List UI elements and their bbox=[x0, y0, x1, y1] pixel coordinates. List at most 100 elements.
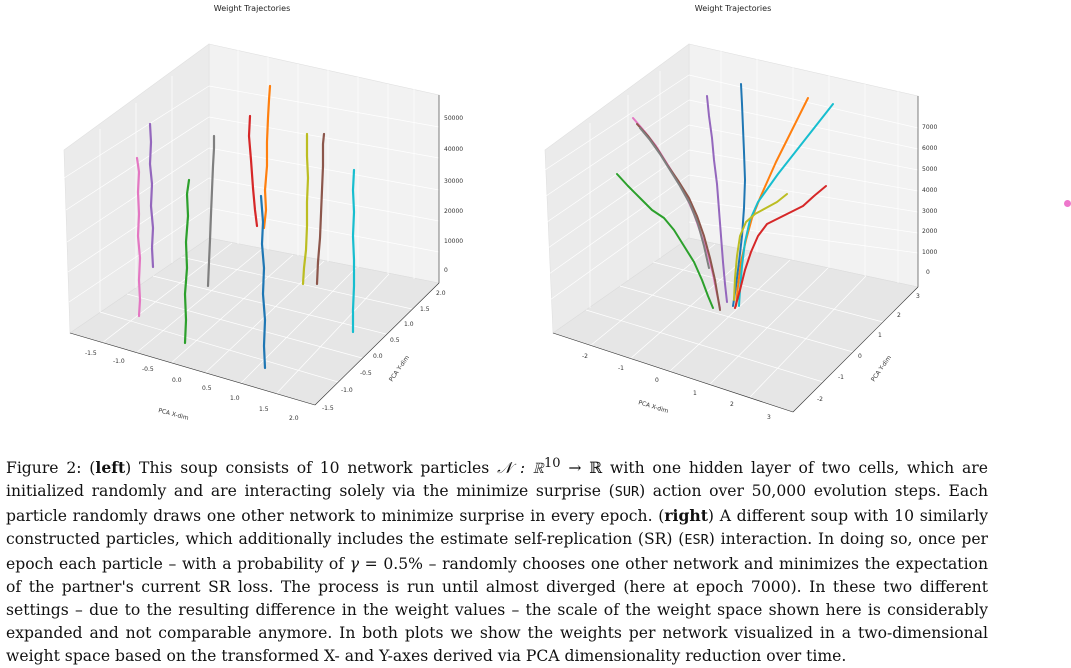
left-y-tick: -1.5 bbox=[322, 405, 334, 412]
right-trajectory-red bbox=[734, 185, 827, 309]
left-plot: Weight Trajectories bbox=[63, 4, 463, 422]
left-y-tick: 0.5 bbox=[390, 337, 400, 344]
figure-caption: Figure 2: (left) This soup consists of 1… bbox=[6, 456, 989, 665]
right-y-tick: 3 bbox=[916, 293, 920, 300]
right-z-tick: 1000 bbox=[922, 249, 937, 256]
right-x-tick: 0 bbox=[655, 377, 659, 384]
left-x-label: PCA X-dim bbox=[157, 407, 189, 422]
left-trajectory-green bbox=[183, 178, 191, 345]
left-y-label: PCA Y-dim bbox=[388, 354, 411, 383]
right-trajectory-green bbox=[616, 173, 714, 309]
left-x-tick: 0.5 bbox=[202, 385, 212, 392]
caption-text: ) A different soup with 10 similarly con… bbox=[6, 507, 988, 549]
caption-left-tag: left bbox=[95, 458, 126, 478]
left-trajectories bbox=[135, 84, 356, 370]
caption-right-tag: right bbox=[664, 506, 708, 526]
pink-marker bbox=[1064, 200, 1071, 207]
caption-esr: ESR bbox=[684, 532, 709, 549]
left-x-axis bbox=[69, 332, 316, 406]
caption-text: with one hidden layer of two cells, whic… bbox=[6, 459, 988, 501]
right-z-tick: 3000 bbox=[922, 208, 937, 215]
figure-2-plots: Weight Trajectories bbox=[63, 4, 937, 422]
caption-gamma: γ bbox=[349, 554, 360, 573]
right-trajectory-purple bbox=[706, 95, 728, 303]
left-y-tick: 2.0 bbox=[436, 290, 446, 297]
right-x-axis bbox=[552, 332, 794, 413]
right-grid bbox=[544, 51, 919, 398]
right-plot: Weight Trajectories 0 1 bbox=[544, 4, 937, 421]
left-trajectory-purple bbox=[148, 122, 155, 269]
right-trajectories bbox=[616, 83, 834, 311]
left-trajectory-cyan bbox=[351, 168, 356, 334]
caption-math-map-end: → ℝ bbox=[560, 459, 603, 478]
caption-text: ) interaction. In doing so, once per epo… bbox=[6, 530, 989, 573]
right-z-tick: 2000 bbox=[922, 228, 937, 235]
caption-math-map: 𝒩 : ℝ bbox=[497, 459, 544, 478]
caption-sur: SUR bbox=[614, 484, 640, 501]
left-trajectory-pink bbox=[135, 156, 142, 318]
right-x-tick: 1 bbox=[693, 390, 697, 397]
left-trajectory-red bbox=[247, 114, 259, 228]
left-y-tick: 1.0 bbox=[404, 321, 414, 328]
right-y-tick: 2 bbox=[897, 312, 901, 319]
left-z-tick: 50000 bbox=[444, 115, 463, 122]
right-z-tick: 5000 bbox=[922, 166, 937, 173]
right-z-tick: 0 bbox=[926, 269, 930, 276]
right-trajectory-cyan bbox=[738, 103, 834, 307]
left-x-tick: 0.0 bbox=[172, 377, 182, 384]
right-y-label: PCA Y-dim bbox=[870, 354, 893, 383]
right-y-ticks: -2 -1 0 1 2 3 bbox=[817, 293, 920, 403]
left-y-tick: 0.0 bbox=[373, 353, 383, 360]
caption-label: Figure 2: bbox=[6, 459, 82, 478]
caption-text: This soup consists of 10 network particl… bbox=[131, 459, 498, 478]
right-z-tick: 6000 bbox=[922, 145, 937, 152]
right-trajectory-orange bbox=[735, 97, 809, 307]
right-trajectory-blue bbox=[732, 83, 746, 307]
left-x-tick: 2.0 bbox=[289, 415, 299, 422]
right-x-tick: 3 bbox=[767, 414, 771, 421]
left-z-tick: 10000 bbox=[444, 238, 463, 245]
right-x-label: PCA X-dim bbox=[637, 399, 669, 415]
left-y-ticks: -1.5 -1.0 -0.5 0.0 0.5 1.0 1.5 2.0 bbox=[322, 290, 446, 412]
right-plot-title: Weight Trajectories bbox=[695, 4, 772, 13]
left-trajectory-blue bbox=[259, 194, 267, 370]
caption-text: – randomly chooses one other network and… bbox=[6, 554, 988, 665]
left-x-tick: -1.5 bbox=[85, 350, 97, 357]
right-y-tick: -2 bbox=[817, 396, 823, 403]
right-x-tick: 2 bbox=[730, 401, 734, 408]
left-z-ticks: 0 10000 20000 30000 40000 50000 bbox=[444, 115, 463, 274]
left-z-tick: 30000 bbox=[444, 178, 463, 185]
left-y-tick: 1.5 bbox=[420, 306, 430, 313]
caption-math-sup: 10 bbox=[543, 456, 561, 471]
left-y-tick: -0.5 bbox=[360, 370, 372, 377]
right-x-tick: -2 bbox=[582, 353, 588, 360]
left-trajectory-brown bbox=[315, 132, 326, 286]
right-x-ticks: -2 -1 0 1 2 3 bbox=[582, 353, 771, 421]
left-trajectory-olive bbox=[301, 132, 310, 286]
right-y-tick: -1 bbox=[838, 374, 844, 381]
right-y-tick: 0 bbox=[858, 353, 862, 360]
right-y-axis bbox=[792, 286, 919, 413]
caption-gamma-value: = 0.5% bbox=[359, 554, 423, 573]
caption-text: ) action over 50,000 evolution steps. Ea… bbox=[6, 482, 988, 526]
left-x-ticks: -1.5 -1.0 -0.5 0.0 0.5 1.0 1.5 2.0 bbox=[85, 350, 299, 422]
left-z-tick: 0 bbox=[444, 267, 448, 274]
left-x-tick: -1.0 bbox=[113, 358, 125, 365]
left-trajectory-gray bbox=[206, 134, 216, 288]
right-y-tick: 1 bbox=[878, 332, 882, 339]
left-z-tick: 40000 bbox=[444, 146, 463, 153]
right-z-tick: 7000 bbox=[922, 124, 937, 131]
right-x-tick: -1 bbox=[618, 365, 624, 372]
left-x-tick: -0.5 bbox=[142, 366, 154, 373]
right-z-tick: 4000 bbox=[922, 187, 937, 194]
left-y-tick: -1.0 bbox=[341, 387, 353, 394]
left-plot-title: Weight Trajectories bbox=[214, 4, 291, 13]
left-z-tick: 20000 bbox=[444, 208, 463, 215]
right-z-ticks: 0 1000 2000 3000 4000 5000 6000 7000 bbox=[922, 124, 937, 276]
right-trajectory-gray bbox=[639, 127, 710, 269]
left-x-tick: 1.5 bbox=[259, 406, 269, 413]
right-trajectory-olive bbox=[733, 193, 788, 301]
left-x-tick: 1.0 bbox=[230, 395, 240, 402]
left-y-axis bbox=[314, 282, 440, 406]
left-trajectory-orange bbox=[262, 84, 272, 230]
